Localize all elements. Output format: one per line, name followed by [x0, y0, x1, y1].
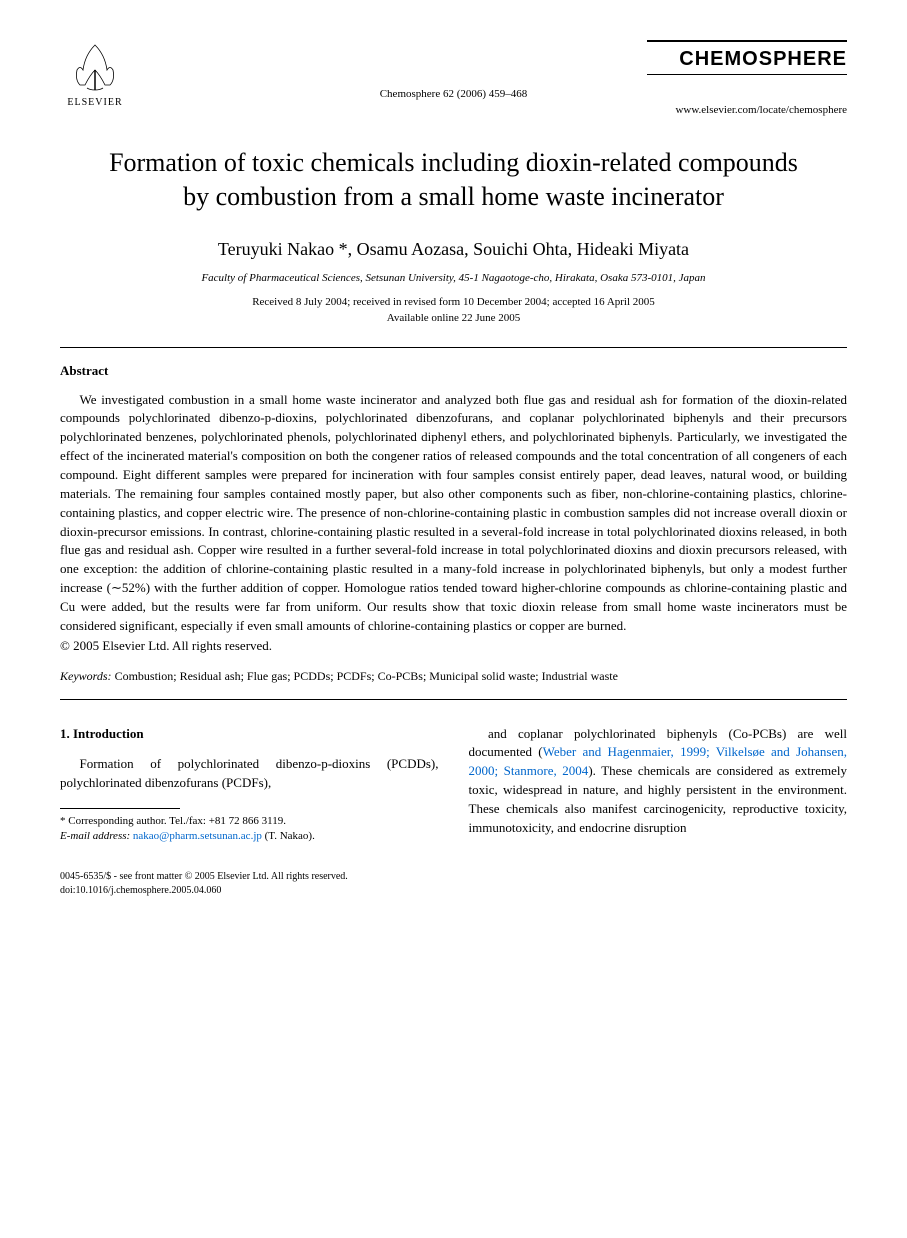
keywords-label: Keywords: — [60, 669, 112, 683]
footer-front-matter: 0045-6535/$ - see front matter © 2005 El… — [60, 870, 847, 884]
dates-online: Available online 22 June 2005 — [387, 312, 521, 324]
journal-name: CHEMOSPHERE — [647, 48, 847, 71]
article-dates: Received 8 July 2004; received in revise… — [60, 294, 847, 327]
intro-paragraph-left: Formation of polychlorinated dibenzo-p-d… — [60, 755, 439, 793]
elsevier-tree-icon — [65, 40, 125, 95]
email-post: (T. Nakao). — [262, 830, 315, 842]
elsevier-logo: ELSEVIER — [60, 40, 130, 120]
section-heading: 1. Introduction — [60, 725, 439, 744]
locate-url: www.elsevier.com/locate/chemosphere — [60, 104, 847, 116]
email-label: E-mail address: — [60, 830, 130, 842]
email-line: E-mail address: nakao@pharm.setsunan.ac.… — [60, 829, 439, 844]
body-columns: 1. Introduction Formation of polychlorin… — [60, 725, 847, 845]
column-right: and coplanar polychlorinated biphenyls (… — [469, 725, 848, 845]
rule-top — [60, 347, 847, 348]
keywords-text: Combustion; Residual ash; Flue gas; PCDD… — [112, 669, 618, 683]
abstract-body: We investigated combustion in a small ho… — [60, 391, 847, 636]
footer: 0045-6535/$ - see front matter © 2005 El… — [60, 870, 847, 898]
affiliation: Faculty of Pharmaceutical Sciences, Sets… — [60, 272, 847, 284]
keywords: Keywords: Combustion; Residual ash; Flue… — [60, 669, 847, 684]
column-left: 1. Introduction Formation of polychlorin… — [60, 725, 439, 845]
corresponding-author: * Corresponding author. Tel./fax: +81 72… — [60, 814, 439, 829]
abstract-heading: Abstract — [60, 363, 847, 379]
journal-logo-box: CHEMOSPHERE — [647, 40, 847, 75]
citation: Chemosphere 62 (2006) 459–468 — [60, 88, 847, 100]
dates-received: Received 8 July 2004; received in revise… — [252, 296, 655, 308]
rule-bottom — [60, 699, 847, 700]
authors: Teruyuki Nakao *, Osamu Aozasa, Souichi … — [60, 239, 847, 260]
abstract-copyright: © 2005 Elsevier Ltd. All rights reserved… — [60, 638, 847, 654]
article-title: Formation of toxic chemicals including d… — [100, 146, 807, 214]
email-link[interactable]: nakao@pharm.setsunan.ac.jp — [133, 830, 262, 842]
footer-doi: doi:10.1016/j.chemosphere.2005.04.060 — [60, 884, 847, 898]
footnote: * Corresponding author. Tel./fax: +81 72… — [60, 814, 439, 845]
publisher-name: ELSEVIER — [67, 97, 122, 108]
intro-paragraph-right: and coplanar polychlorinated biphenyls (… — [469, 725, 848, 838]
footnote-rule — [60, 808, 180, 809]
